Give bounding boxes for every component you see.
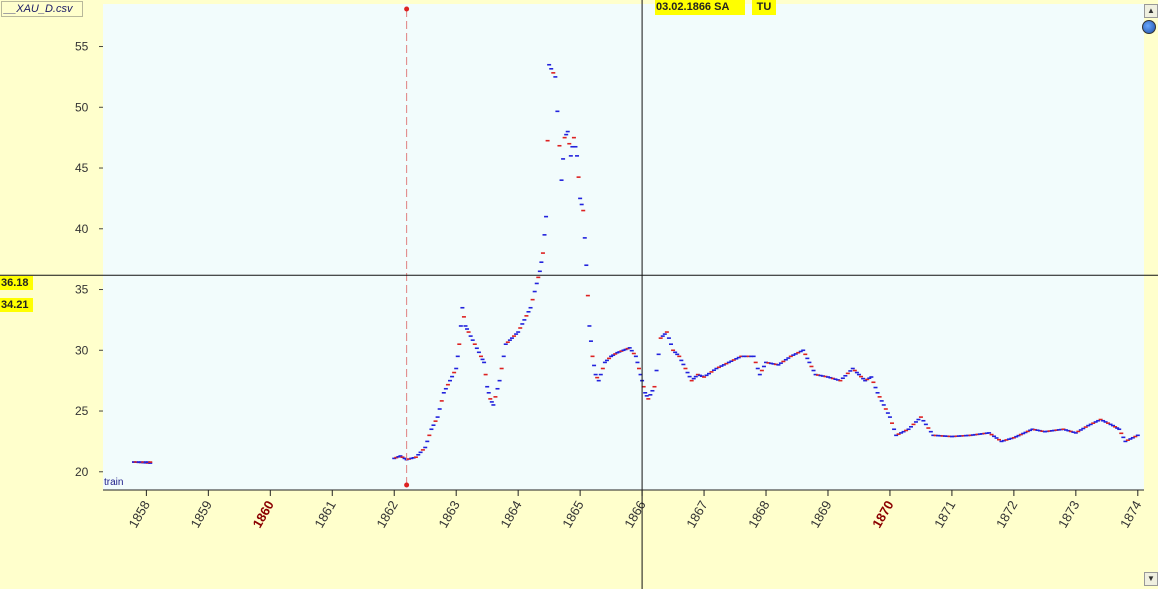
x-axis: 1858 1859 1860 1861 1862 1863 1864 1865 1866 1867…	[126, 490, 1144, 531]
lower-y-readout: 34.21	[0, 298, 33, 312]
y-tick-label: 30	[75, 343, 89, 357]
price-series	[131, 63, 1140, 464]
x-tick-label: 1864	[497, 498, 524, 531]
y-tick-label: 40	[75, 222, 89, 236]
y-tick-label: 25	[75, 404, 89, 418]
x-tick-label: 1869	[807, 498, 834, 531]
cursor-day-code: TU	[752, 0, 776, 15]
cursor-date-label: 03.02.1866 SA	[655, 0, 745, 15]
x-tick-label: 1874	[1117, 498, 1144, 531]
x-tick-label: 1871	[931, 498, 958, 531]
y-tick-label: 20	[75, 465, 89, 479]
scroll-up-button[interactable]: ▲	[1144, 4, 1158, 18]
x-tick-label: 1860	[249, 498, 276, 531]
x-tick-label: 1867	[683, 498, 710, 531]
x-tick-label: 1865	[559, 498, 586, 531]
x-tick-label: 1863	[435, 498, 462, 531]
x-tick-label: 1872	[993, 498, 1020, 531]
scroll-down-button[interactable]: ▼	[1144, 572, 1158, 586]
x-tick-label: 1859	[187, 498, 214, 531]
y-tick-label: 35	[75, 283, 89, 297]
marker-top-dot	[404, 6, 410, 12]
y-tick-label: 55	[75, 40, 89, 54]
x-tick-label: 1862	[373, 498, 400, 531]
x-tick-label: 1870	[869, 498, 896, 531]
y-tick-label: 50	[75, 100, 89, 114]
plot-area[interactable]	[103, 4, 1144, 490]
file-tab[interactable]: __XAU_D.csv	[1, 1, 83, 17]
y-tick-label: 45	[75, 161, 89, 175]
y-axis: 20 25 30 35 40 45 50 55	[75, 40, 103, 479]
x-tick-label: 1866	[621, 498, 648, 531]
x-tick-label: 1868	[745, 498, 772, 531]
cursor-y-readout: 36.18	[0, 276, 33, 290]
x-tick-label: 1873	[1055, 498, 1082, 531]
x-tick-label: 1858	[126, 498, 153, 531]
globe-icon[interactable]	[1142, 20, 1156, 34]
marker-bottom-dot	[404, 482, 410, 488]
dataset-label: train	[104, 477, 123, 488]
x-tick-label: 1861	[311, 498, 338, 531]
